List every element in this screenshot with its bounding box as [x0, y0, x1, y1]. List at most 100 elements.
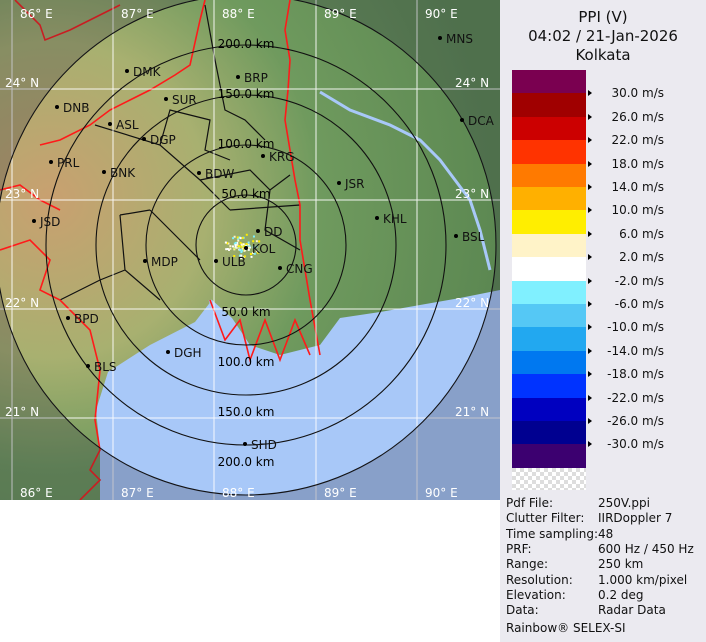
echo-pixel [224, 241, 227, 244]
station-marker [337, 181, 341, 185]
station-marker [49, 160, 53, 164]
scale-label: -10.0 m/s [607, 320, 664, 335]
info-value: 600 Hz / 450 Hz [598, 541, 694, 556]
color-swatch [512, 93, 586, 118]
legend-panel: PPI (V) 04:02 / 21-Jan-2026 Kolkata 30.0… [500, 0, 706, 642]
tick-marker [588, 324, 592, 331]
station-marker [86, 364, 90, 368]
latitude-label: 22° N [5, 296, 39, 310]
info-value: IIRDoppler 7 [598, 511, 673, 526]
echo-pixel [257, 251, 260, 254]
scale-label: 14.0 m/s [611, 180, 664, 194]
echo-pixel [236, 236, 239, 239]
echo-pixel [239, 241, 242, 244]
tick-marker [588, 184, 592, 190]
echo-pixel [241, 247, 244, 250]
station-marker [32, 219, 36, 223]
station-label: ASL [116, 118, 139, 132]
echo-pixel [237, 245, 240, 248]
station-marker [197, 171, 201, 175]
station-label: SHD [251, 438, 277, 452]
color-swatch [512, 257, 586, 282]
echo-pixel [229, 247, 232, 250]
longitude-label: 87° E [121, 7, 154, 21]
info-value: 0.2 deg [598, 587, 644, 602]
radar-echoes [224, 233, 261, 259]
info-row: Range: 250 km [506, 557, 643, 571]
echo-pixel [234, 244, 237, 247]
tick-marker [588, 418, 592, 424]
echo-pixel [229, 245, 232, 248]
station-label: JSR [344, 177, 365, 191]
station-label: KOL [252, 242, 276, 256]
echo-pixel [242, 243, 245, 246]
tick-marker [588, 441, 592, 448]
echo-pixel [239, 237, 242, 240]
credit: Rainbow® SELEX-SI [506, 621, 626, 635]
scale-label: -2.0 m/s [614, 273, 664, 288]
latitude-label: 24° N [5, 76, 39, 90]
station-label: BDW [205, 167, 234, 181]
echo-pixel [242, 248, 245, 251]
info-value: 48 [598, 526, 614, 541]
info-value: 1.000 km/pixel [598, 572, 688, 587]
station-label: BNK [110, 166, 136, 180]
range-ring-labels: 50.0 km 50.0 km 100.0 km 100.0 km 150.0 km 15… [218, 37, 275, 469]
station-marker [375, 216, 379, 220]
echo-pixel [253, 252, 256, 255]
station-label: SUR [172, 93, 197, 107]
echo-pixel [255, 245, 258, 248]
color-swatch [512, 280, 586, 305]
echo-pixel [250, 255, 253, 258]
scale-label: 10.0 m/s [611, 203, 664, 218]
latitude-label: 22° N [455, 296, 489, 310]
echo-pixel [235, 246, 238, 249]
color-swatch [512, 350, 586, 375]
echo-pixel [240, 254, 243, 257]
color-swatch [512, 397, 586, 422]
info-key: PRF: [506, 541, 532, 556]
echo-pixel [247, 246, 250, 249]
echo-pixel [258, 240, 261, 243]
longitude-label: 86° E [20, 486, 53, 500]
station-marker [55, 105, 59, 109]
echo-pixel [255, 240, 258, 243]
info-row: Data: Radar Data [506, 603, 666, 617]
latitude-label: 24° N [455, 76, 489, 90]
scale-label: 30.0 m/s [611, 86, 664, 101]
range-ring-label: 150.0 km [218, 405, 275, 419]
range-ring-label: 200.0 km [218, 37, 275, 51]
tick-marker [588, 137, 592, 144]
tick-marker [588, 113, 592, 120]
echo-pixel [247, 248, 250, 251]
echo-pixel [248, 245, 251, 248]
echo-pixel [236, 243, 239, 246]
echo-pixel [234, 241, 237, 244]
station-label: DNB [63, 101, 89, 115]
latitude-label: 21° N [455, 405, 489, 419]
info-value: Radar Data [598, 603, 666, 618]
station-label: CNG [286, 262, 313, 276]
echo-pixel [249, 246, 252, 249]
echo-pixel [226, 242, 229, 245]
echo-pixel [247, 241, 250, 244]
lat-lon-grid [0, 0, 500, 500]
echo-pixel [233, 248, 236, 251]
station-marker [142, 137, 146, 141]
echo-pixel [237, 239, 240, 242]
echo-pixel [252, 235, 255, 238]
longitude-label: 86° E [20, 7, 53, 21]
echo-pixel [233, 235, 236, 238]
echo-pixel [233, 254, 236, 257]
tick-marker [588, 347, 592, 354]
out-of-range-shade [0, 0, 500, 500]
station-label: BRP [244, 71, 268, 85]
scale-label: -26.0 m/s [607, 414, 664, 428]
color-swatch [512, 187, 586, 211]
station-label: MDP [151, 255, 178, 269]
station-marker [236, 75, 240, 79]
site-name: Kolkata [575, 46, 631, 64]
tick-marker [588, 301, 592, 307]
info-row: Resolution: 1.000 km/pixel [506, 573, 687, 587]
echo-pixel [245, 242, 248, 245]
